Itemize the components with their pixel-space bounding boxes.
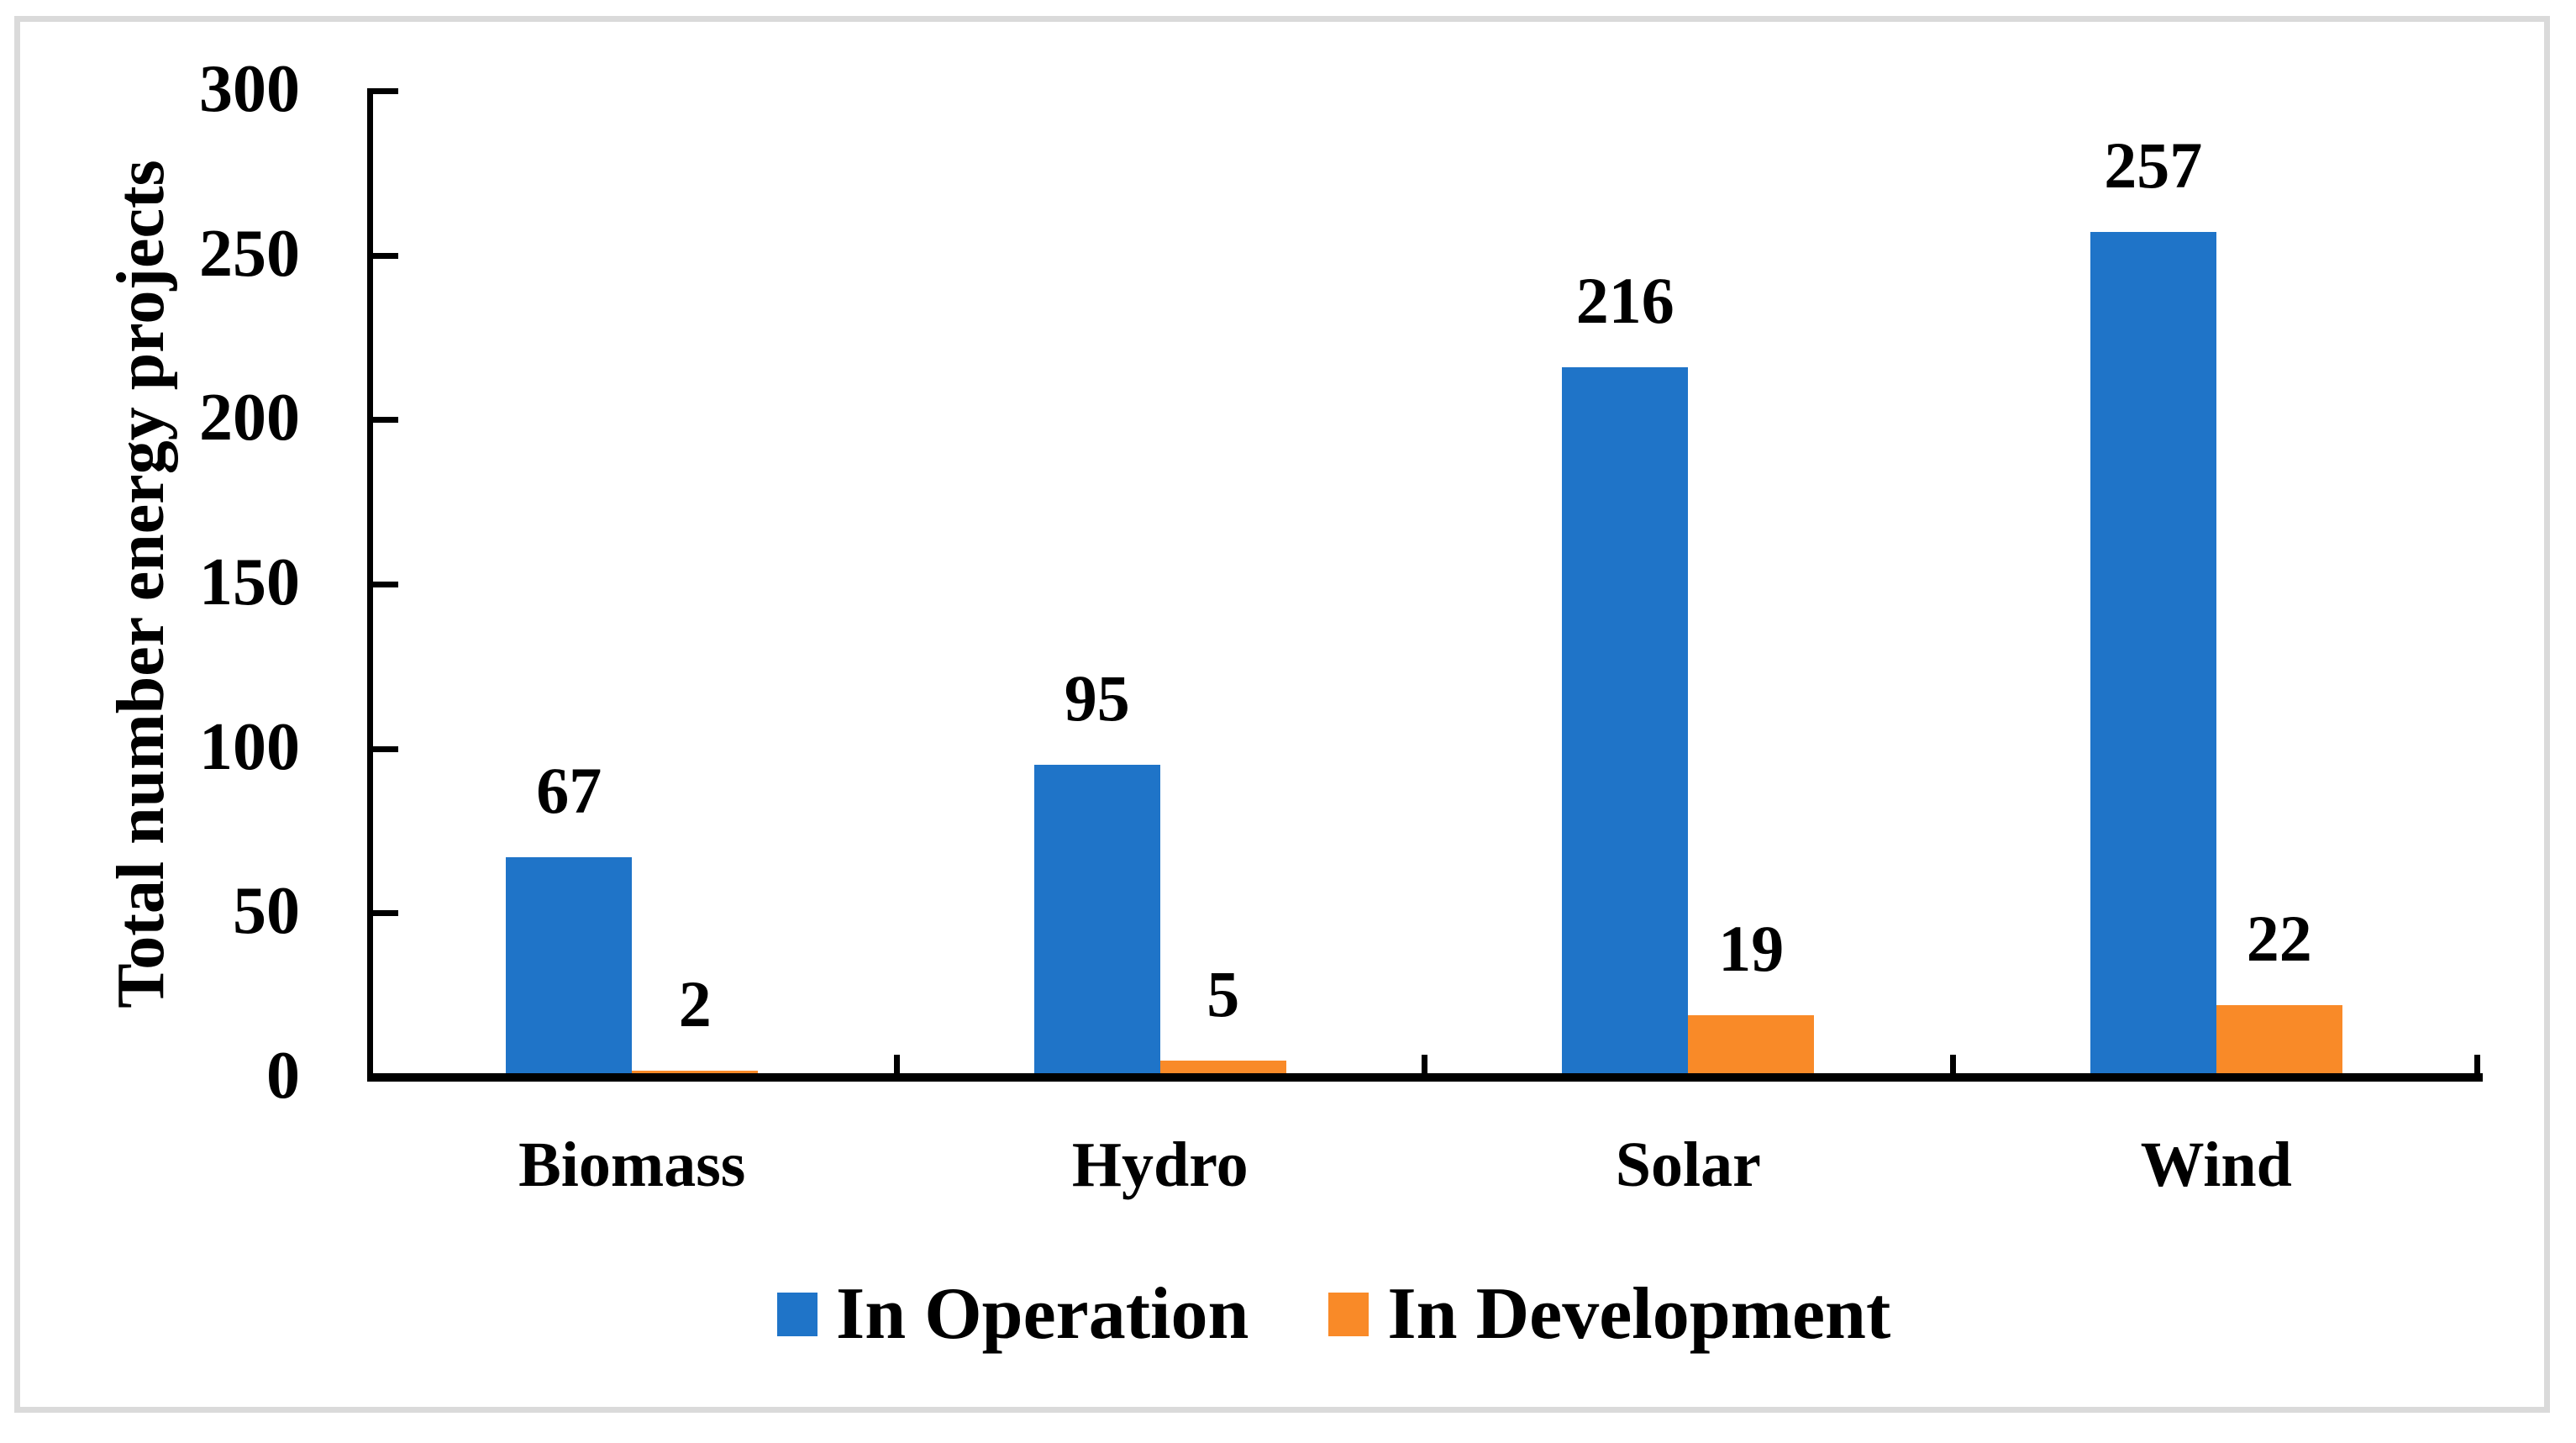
x-axis-tick xyxy=(893,1055,900,1073)
bar-in-development-wind xyxy=(2216,1004,2342,1073)
bar-in-operation-biomass xyxy=(506,856,633,1073)
x-axis-tick xyxy=(2474,1055,2480,1073)
y-axis-tick xyxy=(373,252,398,259)
y-axis-tick-label: 100 xyxy=(199,709,300,784)
value-label-solar-operation: 216 xyxy=(1575,263,1674,337)
y-axis-tick xyxy=(373,910,398,917)
bar-in-operation-wind xyxy=(2090,232,2216,1073)
value-label-biomass-operation: 67 xyxy=(536,753,602,827)
value-label-solar-development: 19 xyxy=(1718,911,1785,985)
legend-swatch-in-operation xyxy=(777,1293,817,1336)
value-label-wind-operation: 257 xyxy=(2104,129,2203,203)
value-label-biomass-development: 2 xyxy=(678,967,712,1040)
bar-in-operation-solar xyxy=(1562,366,1689,1073)
y-axis-tick xyxy=(373,745,398,752)
category-label-solar: Solar xyxy=(1615,1130,1761,1200)
y-axis-tick xyxy=(373,582,398,587)
legend-label: In Operation xyxy=(836,1273,1249,1355)
value-label-wind-development: 22 xyxy=(2246,901,2312,975)
x-axis-tick xyxy=(1949,1055,1956,1073)
bar-in-operation-hydro xyxy=(1033,765,1160,1073)
y-axis-tick-label: 200 xyxy=(199,381,300,456)
x-axis-tick xyxy=(1422,1055,1427,1073)
bar-in-development-biomass xyxy=(632,1071,759,1073)
bar-in-development-solar xyxy=(1688,1014,1815,1073)
y-axis-tick xyxy=(373,88,398,94)
figure-border xyxy=(14,16,2550,1413)
legend-item-in-development: In Development xyxy=(1328,1277,1890,1351)
y-axis-tick-label: 150 xyxy=(199,545,300,619)
legend-item-in-operation: In Operation xyxy=(777,1277,1249,1351)
legend-swatch-in-development xyxy=(1328,1293,1369,1336)
y-axis-line xyxy=(367,88,373,1082)
legend-label: In Development xyxy=(1387,1273,1891,1355)
y-axis-tick-label: 0 xyxy=(266,1039,300,1113)
x-axis-line xyxy=(367,1073,2483,1082)
category-label-wind: Wind xyxy=(2140,1130,2292,1200)
y-axis-tick-label: 300 xyxy=(199,52,300,126)
y-axis-tick-label: 50 xyxy=(233,874,300,949)
legend: In Operation In Development xyxy=(777,1277,1890,1351)
value-label-hydro-development: 5 xyxy=(1207,957,1240,1031)
bar-in-development-hydro xyxy=(1159,1061,1286,1073)
category-label-biomass: Biomass xyxy=(518,1130,746,1200)
y-axis-tick-label: 250 xyxy=(199,216,300,291)
y-axis-tick xyxy=(373,417,398,424)
value-label-hydro-operation: 95 xyxy=(1064,661,1130,735)
category-label-hydro: Hydro xyxy=(1071,1130,1249,1200)
